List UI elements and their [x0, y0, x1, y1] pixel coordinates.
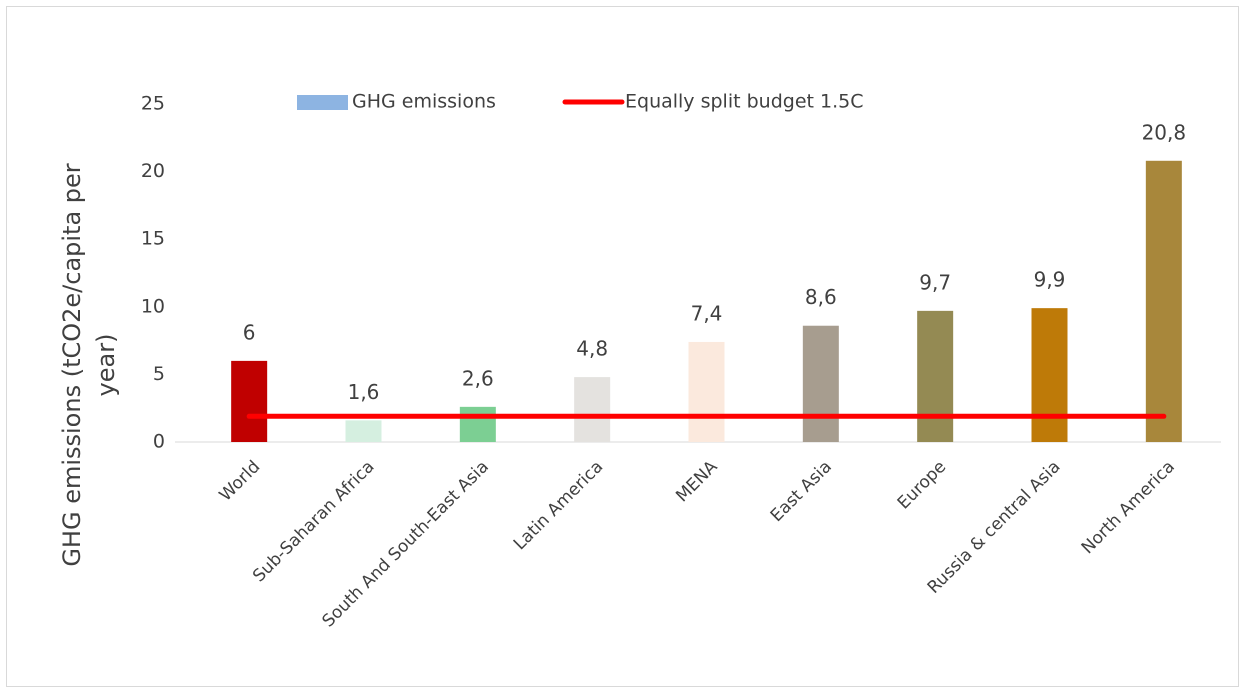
data-label: 20,8	[1142, 120, 1187, 144]
y-tick-label: 0	[153, 431, 165, 453]
bar	[917, 310, 954, 442]
legend-swatch	[297, 95, 348, 110]
y-axis-title: GHG emissions (tCO2e/capita per year)	[58, 163, 120, 566]
data-label: 9,9	[1034, 268, 1066, 292]
data-label: 8,6	[805, 285, 837, 309]
bar	[574, 377, 611, 442]
bar	[231, 360, 268, 442]
data-label: 7,4	[691, 301, 723, 325]
legend-label: GHG emissions	[352, 91, 496, 113]
y-tick-label: 5	[153, 363, 165, 385]
legend-label: Equally split budget 1.5C	[625, 91, 863, 113]
data-label: 2,6	[462, 366, 494, 390]
bar	[1145, 160, 1182, 442]
bar	[1031, 308, 1068, 442]
data-label: 4,8	[576, 337, 608, 361]
y-tick-label: 15	[141, 228, 165, 250]
bar	[345, 420, 382, 442]
bar	[459, 406, 496, 442]
data-label: 1,6	[348, 380, 380, 404]
y-tick-label: 20	[141, 160, 165, 182]
data-label: 9,7	[919, 270, 951, 294]
y-tick-label: 10	[141, 295, 165, 317]
bar	[688, 341, 725, 442]
data-label: 6	[243, 320, 256, 344]
bar	[802, 325, 839, 442]
y-tick-label: 25	[141, 93, 165, 115]
